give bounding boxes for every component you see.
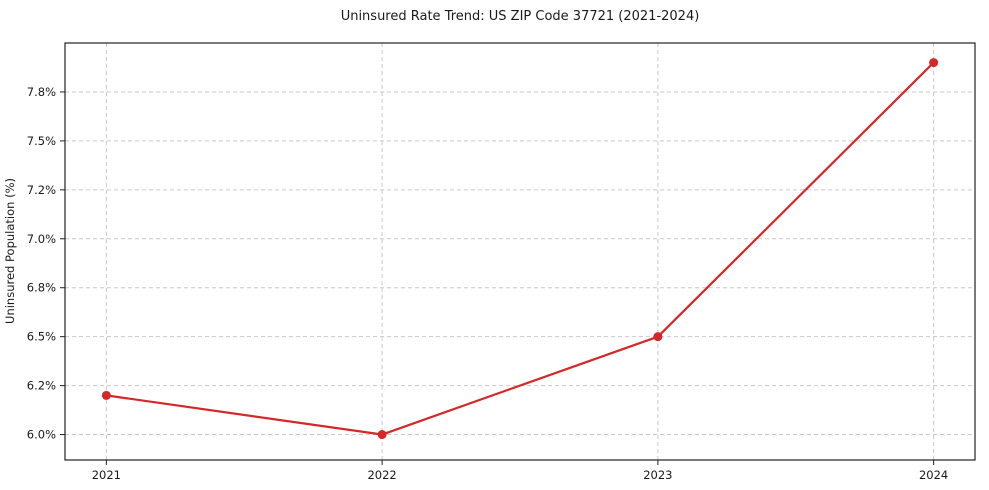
chart-title: Uninsured Rate Trend: US ZIP Code 37721 … [341, 9, 700, 24]
axes: 6.0% 6.2% 6.5% 6.8% 7.0% 7.2% 7.5% 7.8% 2021 2022… [27, 42, 976, 482]
y-tick-label: 6.8% [27, 281, 56, 295]
plot-border [64, 42, 976, 461]
data-point-2023 [653, 332, 663, 342]
gridlines [65, 43, 975, 460]
x-tick-label: 2021 [92, 468, 121, 482]
data-point-2022 [377, 430, 387, 440]
data-point-2021 [101, 390, 111, 400]
x-tick-label: 2024 [919, 468, 948, 482]
x-tick-label: 2023 [643, 468, 672, 482]
y-tick-label: 6.5% [27, 330, 56, 344]
y-tick-label: 7.5% [27, 134, 56, 148]
data-series [101, 58, 939, 440]
data-point-2024 [929, 58, 939, 68]
y-tick-label: 6.0% [27, 428, 56, 442]
y-axis-label: Uninsured Population (%) [3, 178, 17, 324]
y-tick-label: 7.2% [27, 183, 56, 197]
y-tick-label: 7.0% [27, 232, 56, 246]
x-tick-label: 2022 [367, 468, 396, 482]
y-tick-label: 7.8% [27, 85, 56, 99]
y-tick-label: 6.2% [27, 379, 56, 393]
trend-line [105, 61, 935, 436]
